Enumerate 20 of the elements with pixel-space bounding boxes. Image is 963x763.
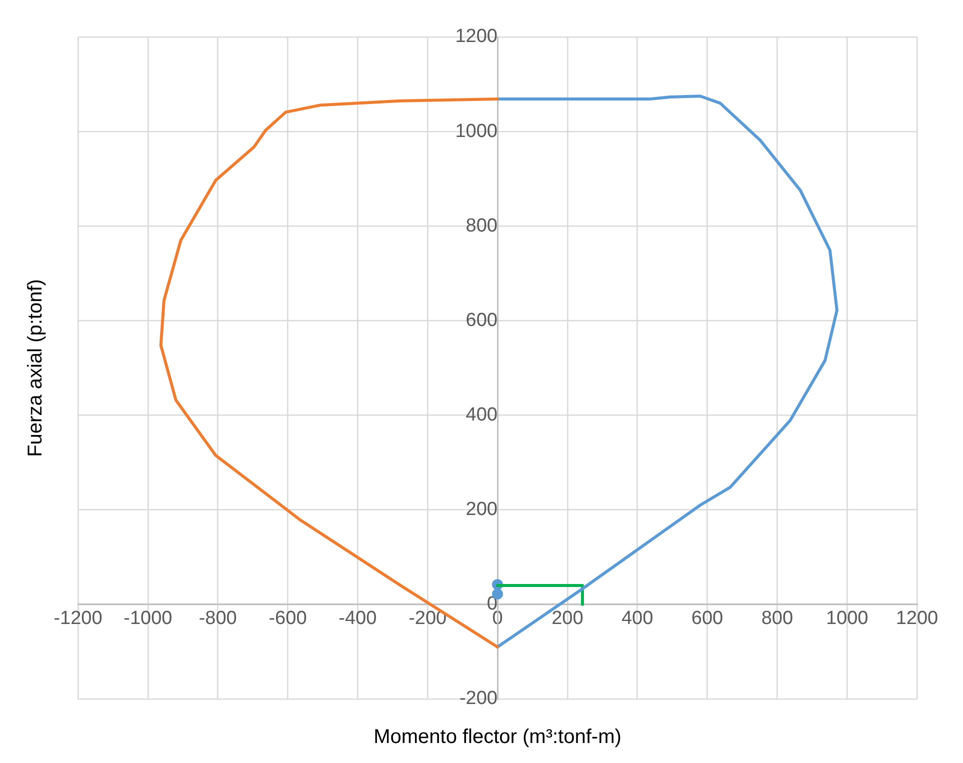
y-tick-label: -200 — [459, 688, 498, 710]
x-tick-label: -1000 — [124, 608, 172, 630]
y-axis-title: Fuerza axial (p:tonf) — [24, 279, 48, 457]
x-tick-label: 800 — [761, 608, 794, 630]
x-tick-label: 200 — [552, 608, 584, 630]
x-axis-title: Momento flector (m³:tonf-m) — [372, 726, 622, 749]
x-tick-label: -800 — [198, 608, 237, 630]
y-tick-label: 200 — [466, 499, 498, 520]
x-tick-label: 400 — [621, 608, 654, 630]
y-tick-label: 800 — [466, 215, 498, 236]
x-tick-label: -1200 — [54, 608, 102, 630]
x-tick-label: -400 — [338, 608, 377, 630]
x-tick-label: 1200 — [896, 608, 938, 630]
y-tick-label: 1000 — [455, 120, 498, 142]
y-tick-label: 600 — [466, 310, 498, 331]
x-tick-label: 600 — [691, 608, 724, 630]
x-tick-label: 1000 — [826, 608, 868, 630]
y-tick-label: 1200 — [455, 26, 498, 48]
y-tick-label: 400 — [466, 404, 498, 426]
x-tick-label: -600 — [268, 608, 307, 630]
